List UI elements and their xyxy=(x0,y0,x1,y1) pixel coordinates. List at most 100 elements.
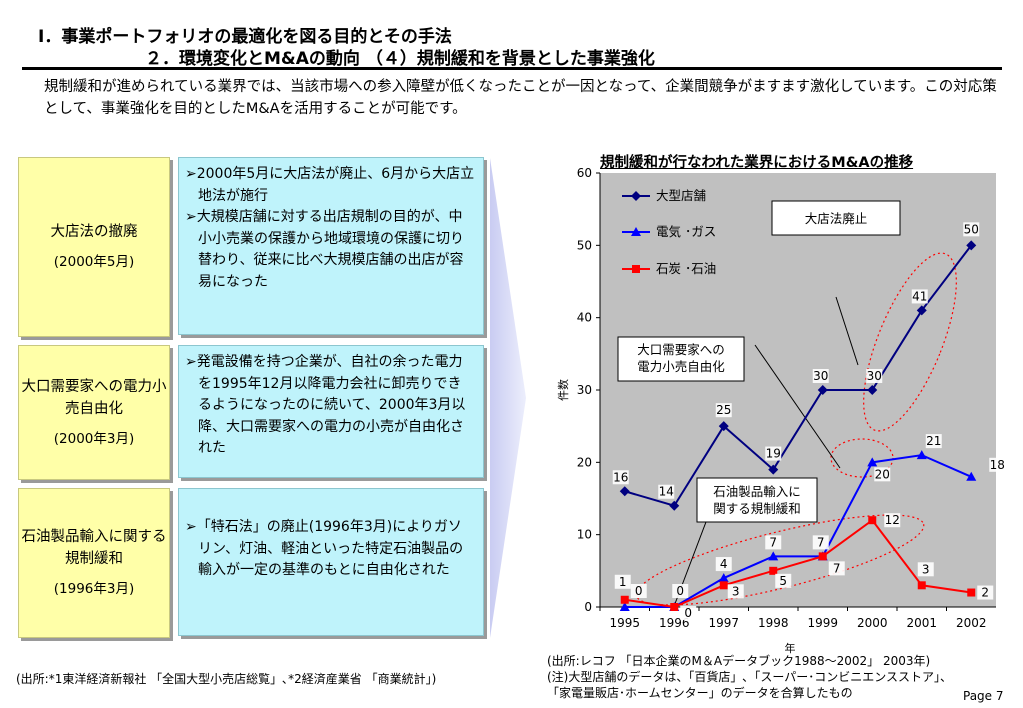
data-label-bg xyxy=(630,584,647,598)
x-tick-label: 1995 xyxy=(609,616,640,630)
data-label-bg xyxy=(680,606,697,620)
data-point-square xyxy=(620,595,629,604)
data-label-bg xyxy=(672,584,689,598)
data-label-bg xyxy=(614,574,631,589)
label-text: 大口需要家への電力小売自由化 xyxy=(21,378,167,417)
series-line xyxy=(624,244,973,507)
data-label-bg xyxy=(917,562,934,577)
data-label: 50 xyxy=(964,222,979,236)
data-label-bg xyxy=(612,470,629,485)
data-point-square xyxy=(818,552,827,561)
data-label: 14 xyxy=(659,485,674,499)
data-point-triangle xyxy=(966,471,977,481)
highlight-ellipse-electric xyxy=(830,438,894,478)
data-label: 7 xyxy=(833,561,841,575)
y-tick-label: 20 xyxy=(577,455,592,469)
data-label-bg xyxy=(812,535,829,550)
x-tick-label: 1998 xyxy=(758,616,789,630)
page-subtitle: ２．環境変化とM&Aの動向 （４）規制緩和を背景とした事業強化 xyxy=(145,49,655,69)
annotation-box-electric xyxy=(617,336,745,382)
source-note-left: (出所:*1東洋経済新報社 「全国大型小売店総覧」､*2経済産業省 「商業統計」… xyxy=(16,672,437,686)
data-label: 7 xyxy=(769,535,777,549)
annotation-text: 大店法廃止 xyxy=(805,211,868,226)
data-point-square xyxy=(967,588,976,597)
label-box-electricity: 大口需要家への電力小売自由化 (2000年3月) xyxy=(18,345,170,480)
data-point-diamond xyxy=(817,385,828,395)
y-tick-label: 0 xyxy=(584,600,592,614)
series-line xyxy=(624,518,972,609)
data-label: 18 xyxy=(990,458,1005,472)
data-label-bg xyxy=(828,561,845,576)
data-label: 0 xyxy=(676,584,684,598)
annotation-box-oil xyxy=(696,477,818,523)
data-label: 30 xyxy=(867,369,882,383)
data-point-triangle xyxy=(768,551,779,561)
data-label-bg xyxy=(765,446,782,461)
data-label: 2 xyxy=(981,586,989,600)
annotation-leader xyxy=(835,296,859,366)
data-label: 41 xyxy=(912,289,927,303)
data-point-square xyxy=(719,581,728,590)
y-tick-label: 30 xyxy=(577,383,592,397)
data-label-bg xyxy=(866,369,883,383)
data-point-diamond xyxy=(669,500,680,511)
highlight-ellipse-store xyxy=(863,252,957,432)
label-text: 大店法の撤廃 xyxy=(50,224,138,240)
transition-arrow xyxy=(490,158,526,638)
legend-label: 電気 ･ガス xyxy=(656,224,716,239)
data-label: 7 xyxy=(817,535,825,549)
series-line xyxy=(624,454,972,608)
page-number: Page 7 xyxy=(963,689,1004,703)
data-label: 4 xyxy=(720,557,728,571)
data-label: 3 xyxy=(922,562,930,576)
y-axis-label: 件数 xyxy=(557,379,570,401)
data-label-bg xyxy=(775,573,792,588)
data-label-bg xyxy=(874,467,891,482)
data-point-square xyxy=(670,603,679,611)
data-label-bg xyxy=(911,289,928,304)
legend-triangle-marker xyxy=(631,227,641,236)
x-axis-label: 年 xyxy=(785,641,796,655)
data-label-bg xyxy=(765,535,782,550)
data-point-triangle xyxy=(718,573,729,583)
x-tick-label: 2001 xyxy=(906,616,937,630)
source-note-right: (出所:レコフ 「日本企業のM＆Aデータブック1988～2002」 2003年)… xyxy=(547,653,952,701)
label-date: (2000年5月) xyxy=(53,254,135,270)
desc-box-petroleum: ➢「特石法」の廃止(1996年3月)によりガソリン、灯油、軽油といった特定石油製… xyxy=(178,488,484,636)
data-label: 0 xyxy=(684,606,692,620)
x-tick-label: 2000 xyxy=(857,616,888,630)
data-label-bg xyxy=(715,557,732,572)
data-label: 16 xyxy=(613,470,628,484)
annotation-leader xyxy=(754,344,841,469)
data-label: 21 xyxy=(926,434,941,448)
data-label-bg xyxy=(727,584,744,599)
x-tick-label: 1999 xyxy=(807,616,838,630)
data-label: 3 xyxy=(732,584,740,598)
data-point-diamond xyxy=(718,421,729,432)
label-text: 石油製品輸入に関する規制緩和 xyxy=(21,529,167,567)
page-title: Ⅰ．事業ポートフォリオの最適化を図る目的とその手法 xyxy=(38,27,452,47)
data-point-diamond xyxy=(966,240,977,251)
bullet-text: ➢大規模店舗に対する出店規制の目的が、中小小売業の保護から地域環境の保護に切り替… xyxy=(185,209,464,290)
source-line: (出所:レコフ 「日本企業のM＆Aデータブック1988～2002」 2003年) xyxy=(547,654,931,668)
bullet-text: ➢2000年5月に大店法が廃止、6月から大店立地法が施行 xyxy=(185,166,475,204)
annotation-text: 大口需要家への電力小売自由化 xyxy=(637,342,725,374)
bullet-text: ➢「特石法」の廃止(1996年3月)によりガソリン、灯油、軽油といった特定石油製… xyxy=(185,519,464,578)
highlight-ellipse-oil xyxy=(635,514,925,606)
desc-box-store-law: ➢2000年5月に大店法が廃止、6月から大店立地法が施行 ➢大規模店舗に対する出… xyxy=(178,157,484,335)
data-point-square xyxy=(868,516,877,525)
legend-diamond-marker xyxy=(631,191,641,201)
y-tick-label: 50 xyxy=(577,238,592,252)
data-label: 1 xyxy=(619,575,627,589)
title-rule xyxy=(22,67,1002,70)
desc-box-electricity: ➢発電設備を持つ企業が、自社の余った電力を1995年12月以降電力会社に卸売りで… xyxy=(178,345,484,478)
data-label-bg xyxy=(658,484,675,499)
x-tick-label: 2002 xyxy=(956,616,987,630)
y-tick-label: 10 xyxy=(577,528,592,542)
label-box-petroleum: 石油製品輸入に関する規制緩和 (1996年3月) xyxy=(18,488,170,638)
data-point-triangle xyxy=(867,457,878,467)
legend-label: 大型店舗 xyxy=(656,188,706,203)
data-label: 30 xyxy=(813,369,828,383)
intro-text: 規制緩和が進められている業界では、当該市場への参入障壁が低くなったことが一因とな… xyxy=(44,79,997,117)
